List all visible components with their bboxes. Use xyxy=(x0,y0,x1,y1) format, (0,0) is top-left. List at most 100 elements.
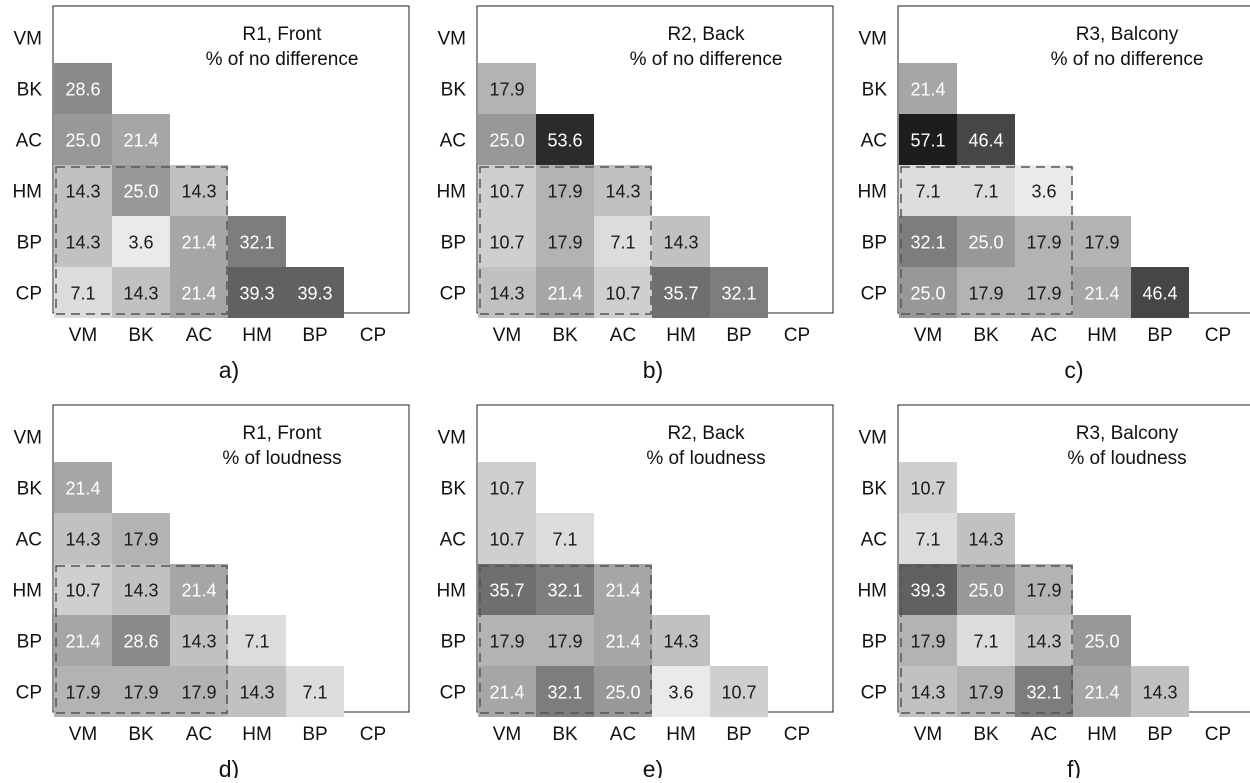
panel-subtitle: % of loudness xyxy=(646,448,765,469)
cell-value-label: 35.7 xyxy=(663,284,698,304)
heatmap-cell xyxy=(710,666,768,717)
cell-value-label: 21.4 xyxy=(181,581,216,601)
cell-value-label: 17.9 xyxy=(547,182,582,202)
heatmap-panel-e: 10.7 10.7 7.1 35.7 32.1 21.4 17.9 17.9 21.4 14.3 2… xyxy=(436,404,834,782)
heatmap-panel-d: 21.4 14.3 17.9 10.7 14.3 21.4 21.4 28.6 14.3 7.1 1… xyxy=(12,404,410,782)
x-tick-label: AC xyxy=(610,724,636,745)
heatmap-cell xyxy=(899,165,957,216)
cell-value-label: 32.1 xyxy=(547,581,582,601)
cell-value-label: 46.4 xyxy=(1142,284,1177,304)
heatmap-cell xyxy=(54,564,112,615)
heatmap-cell xyxy=(536,114,594,165)
heatmap-cell xyxy=(112,564,170,615)
panel-title: R3, Balcony xyxy=(1076,423,1179,444)
x-tick-label: VM xyxy=(914,724,943,745)
cell-value-label: 17.9 xyxy=(65,683,100,703)
x-tick-label: AC xyxy=(1031,325,1057,346)
x-tick-label: VM xyxy=(493,325,522,346)
panel-letter-label: f) xyxy=(1067,756,1081,778)
cell-value-label: 14.3 xyxy=(663,632,698,652)
cell-value-label: 14.3 xyxy=(123,581,158,601)
cell-value-label: 14.3 xyxy=(910,683,945,703)
cell-value-label: 25.0 xyxy=(968,581,1003,601)
y-tick-label: VM xyxy=(14,29,43,50)
cell-value-label: 32.1 xyxy=(547,683,582,703)
panel-title: R1, Front xyxy=(242,24,322,45)
x-tick-label: AC xyxy=(1031,724,1057,745)
cell-value-label: 21.4 xyxy=(910,80,945,100)
heatmap-cell xyxy=(1073,666,1131,717)
heatmap-cell xyxy=(478,63,536,114)
x-tick-label: BP xyxy=(302,325,327,346)
heatmap-cell xyxy=(710,267,768,318)
cell-value-label: 25.0 xyxy=(1084,632,1119,652)
y-tick-label: HM xyxy=(12,581,42,602)
y-tick-label: HM xyxy=(12,182,42,203)
x-tick-label: BP xyxy=(1147,325,1172,346)
panel-title: R2, Back xyxy=(667,423,745,444)
cell-value-label: 7.1 xyxy=(973,632,998,652)
cell-value-label: 7.1 xyxy=(70,284,95,304)
cell-value-label: 39.3 xyxy=(910,581,945,601)
x-tick-label: HM xyxy=(666,724,696,745)
heatmap-cell xyxy=(594,165,652,216)
x-tick-label: HM xyxy=(242,325,272,346)
y-tick-label: BP xyxy=(441,233,466,254)
cell-value-label: 7.1 xyxy=(915,530,940,550)
y-tick-label: BP xyxy=(862,632,887,653)
heatmap-cell xyxy=(478,114,536,165)
y-tick-label: VM xyxy=(438,428,467,449)
y-tick-label: CP xyxy=(440,284,466,305)
heatmap-cell xyxy=(478,666,536,717)
heatmap-cell xyxy=(112,165,170,216)
heatmap-cell xyxy=(54,267,112,318)
heatmap-cell xyxy=(1073,216,1131,267)
heatmap-cell xyxy=(170,165,228,216)
panel-letter-label: a) xyxy=(219,357,239,383)
cell-value-label: 17.9 xyxy=(1026,284,1061,304)
heatmap-cell xyxy=(170,564,228,615)
cell-value-label: 53.6 xyxy=(547,131,582,151)
x-tick-label: AC xyxy=(610,325,636,346)
x-tick-label: BK xyxy=(128,724,154,745)
cell-value-label: 46.4 xyxy=(968,131,1003,151)
heatmap-cell xyxy=(228,267,286,318)
panel-title: R3, Balcony xyxy=(1076,24,1179,45)
heatmap-cell xyxy=(478,216,536,267)
heatmap-cell xyxy=(899,513,957,564)
cell-value-label: 10.7 xyxy=(489,233,524,253)
heatmap-cell xyxy=(536,615,594,666)
dashed-highlight-box xyxy=(479,565,652,714)
heatmap-cell xyxy=(112,114,170,165)
heatmap-cell xyxy=(170,267,228,318)
heatmap-cell xyxy=(170,216,228,267)
y-tick-label: BP xyxy=(862,233,887,254)
heatmap-cell xyxy=(478,564,536,615)
cell-value-label: 25.0 xyxy=(910,284,945,304)
cell-value-label: 17.9 xyxy=(1026,581,1061,601)
heatmap-panel-f: 10.7 7.1 14.3 39.3 25.0 17.9 17.9 7.1 14.3 25.0 14… xyxy=(857,404,1250,782)
y-tick-label: BK xyxy=(441,479,467,500)
heatmap-cell xyxy=(899,114,957,165)
heatmap-cell xyxy=(112,267,170,318)
cell-value-label: 10.7 xyxy=(489,182,524,202)
cell-value-label: 14.3 xyxy=(65,233,100,253)
heatmap-cell xyxy=(536,267,594,318)
x-tick-label: BK xyxy=(973,325,999,346)
cell-value-label: 7.1 xyxy=(915,182,940,202)
x-tick-label: CP xyxy=(360,325,386,346)
heatmap-cell xyxy=(594,666,652,717)
cell-value-label: 21.4 xyxy=(1084,683,1119,703)
cell-value-label: 32.1 xyxy=(721,284,756,304)
heatmap-cell xyxy=(54,63,112,114)
panel-title: R2, Back xyxy=(667,24,745,45)
cell-value-label: 14.3 xyxy=(605,182,640,202)
y-tick-label: HM xyxy=(436,581,466,602)
y-tick-label: CP xyxy=(440,683,466,704)
cell-value-label: 3.6 xyxy=(668,683,693,703)
cell-value-label: 17.9 xyxy=(489,632,524,652)
heatmap-cell xyxy=(170,666,228,717)
y-tick-label: AC xyxy=(861,131,887,152)
y-tick-label: HM xyxy=(436,182,466,203)
y-tick-label: BK xyxy=(862,80,888,101)
